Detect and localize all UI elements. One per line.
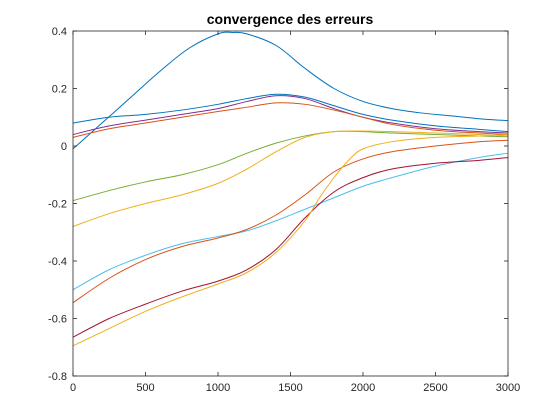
y-tick-label: -0.4	[48, 256, 67, 268]
series-line-1	[72, 31, 509, 150]
series-line-4	[72, 102, 509, 138]
series-line-10	[72, 134, 509, 347]
y-tick-label: 0.2	[52, 84, 67, 96]
series-line-5	[72, 130, 509, 202]
series-line-6	[72, 130, 509, 227]
series-line-9	[72, 157, 509, 338]
x-tick-label: 1000	[206, 382, 230, 394]
y-tick-label: -0.8	[48, 371, 67, 383]
x-tick-label: 2500	[423, 382, 447, 394]
y-tick-label: 0	[61, 141, 67, 153]
x-tick-label: 2000	[351, 382, 375, 394]
y-tick-label: -0.6	[48, 314, 67, 326]
x-tick-label: 3000	[496, 382, 520, 394]
series-line-7	[72, 152, 509, 291]
series-layer	[72, 31, 509, 347]
series-line-2	[72, 95, 509, 135]
x-tick-label: 0	[70, 382, 76, 394]
y-tick-label: -0.2	[48, 199, 67, 211]
series-line-3	[72, 93, 509, 133]
plot-area	[73, 31, 508, 376]
x-tick-label: 500	[136, 382, 154, 394]
chart-title: convergence des erreurs	[207, 11, 374, 27]
tick-layer: 0 500 1000 1500 2000 2500 3000 -0.8 -0.6 -0.4 -0.2…	[48, 26, 520, 394]
y-tick-label: 0.4	[52, 26, 67, 38]
series-line-8	[72, 139, 509, 304]
x-tick-label: 1500	[278, 382, 302, 394]
